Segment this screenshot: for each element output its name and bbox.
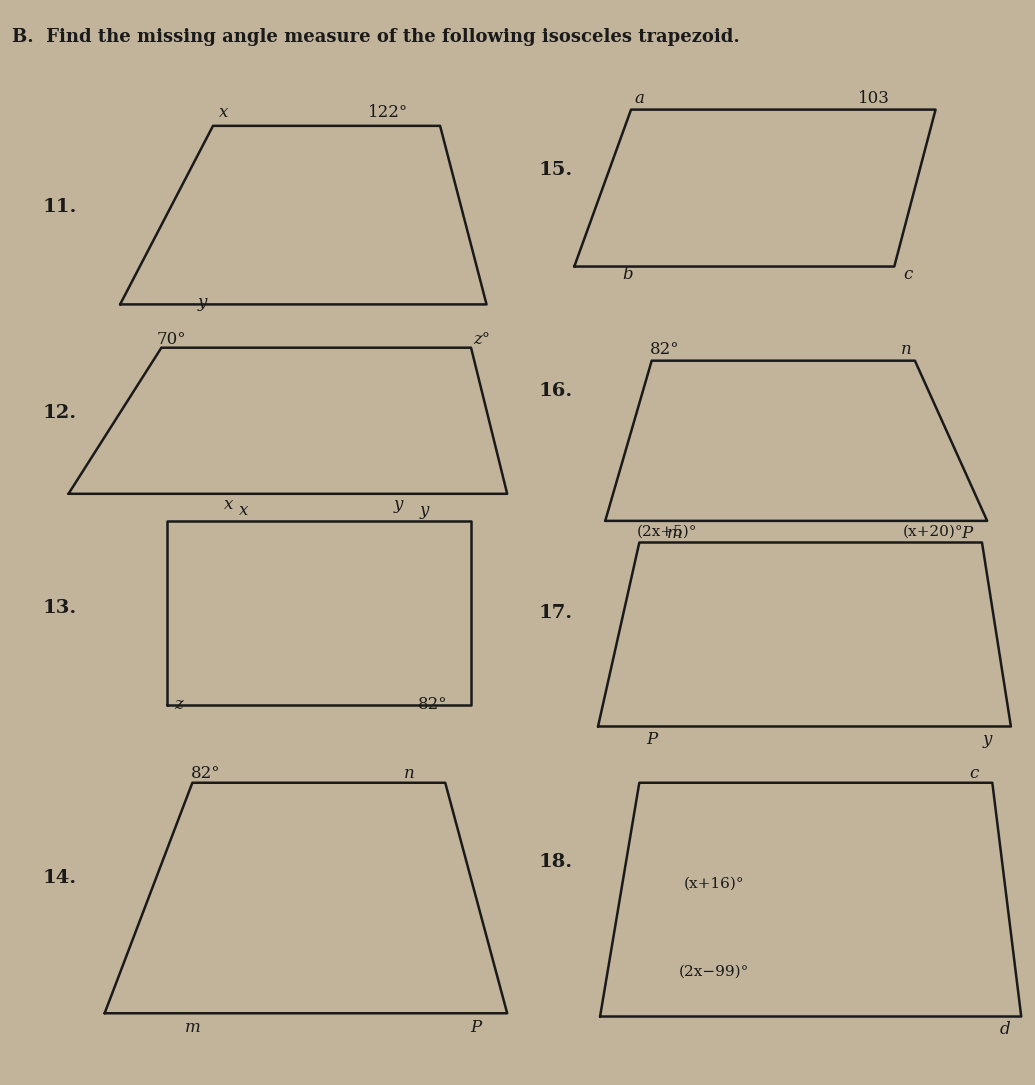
Text: 15.: 15.: [538, 161, 572, 179]
Text: b: b: [623, 266, 633, 282]
Text: 14.: 14.: [42, 869, 77, 888]
Text: z°: z°: [473, 331, 490, 347]
Text: z: z: [175, 697, 183, 713]
Text: 103: 103: [858, 90, 889, 107]
Text: m: m: [184, 1019, 200, 1036]
Text: P: P: [471, 1019, 481, 1036]
Text: c: c: [904, 266, 912, 282]
Text: 12.: 12.: [42, 404, 77, 422]
Text: (2x+5)°: (2x+5)°: [637, 525, 698, 538]
Text: P: P: [960, 525, 972, 542]
Text: n: n: [404, 765, 414, 781]
Text: x: x: [218, 104, 228, 122]
Text: 70°: 70°: [157, 331, 186, 347]
Text: a: a: [634, 90, 644, 107]
Text: c: c: [969, 765, 978, 781]
Text: x: x: [224, 496, 233, 513]
Text: m: m: [667, 525, 682, 542]
Text: 13.: 13.: [42, 599, 77, 617]
Text: B.  Find the missing angle measure of the following isosceles trapezoid.: B. Find the missing angle measure of the…: [11, 28, 739, 47]
Text: y: y: [394, 496, 404, 513]
Text: 17.: 17.: [538, 604, 572, 623]
Text: (2x−99)°: (2x−99)°: [678, 966, 748, 979]
Text: 82°: 82°: [418, 697, 448, 713]
Text: P: P: [646, 731, 657, 748]
Text: 11.: 11.: [42, 199, 77, 216]
Text: 82°: 82°: [190, 765, 220, 781]
Text: d: d: [1000, 1021, 1010, 1038]
Text: y: y: [198, 294, 207, 310]
Text: (x+20)°: (x+20)°: [904, 525, 964, 538]
Text: (x+16)°: (x+16)°: [683, 877, 744, 891]
Text: y: y: [982, 731, 992, 748]
Text: 18.: 18.: [538, 853, 572, 871]
Text: x: x: [239, 501, 248, 519]
Text: 82°: 82°: [650, 342, 680, 358]
Text: 122°: 122°: [368, 104, 409, 122]
Text: 16.: 16.: [538, 382, 572, 400]
Text: n: n: [901, 342, 912, 358]
Text: y: y: [420, 501, 430, 519]
